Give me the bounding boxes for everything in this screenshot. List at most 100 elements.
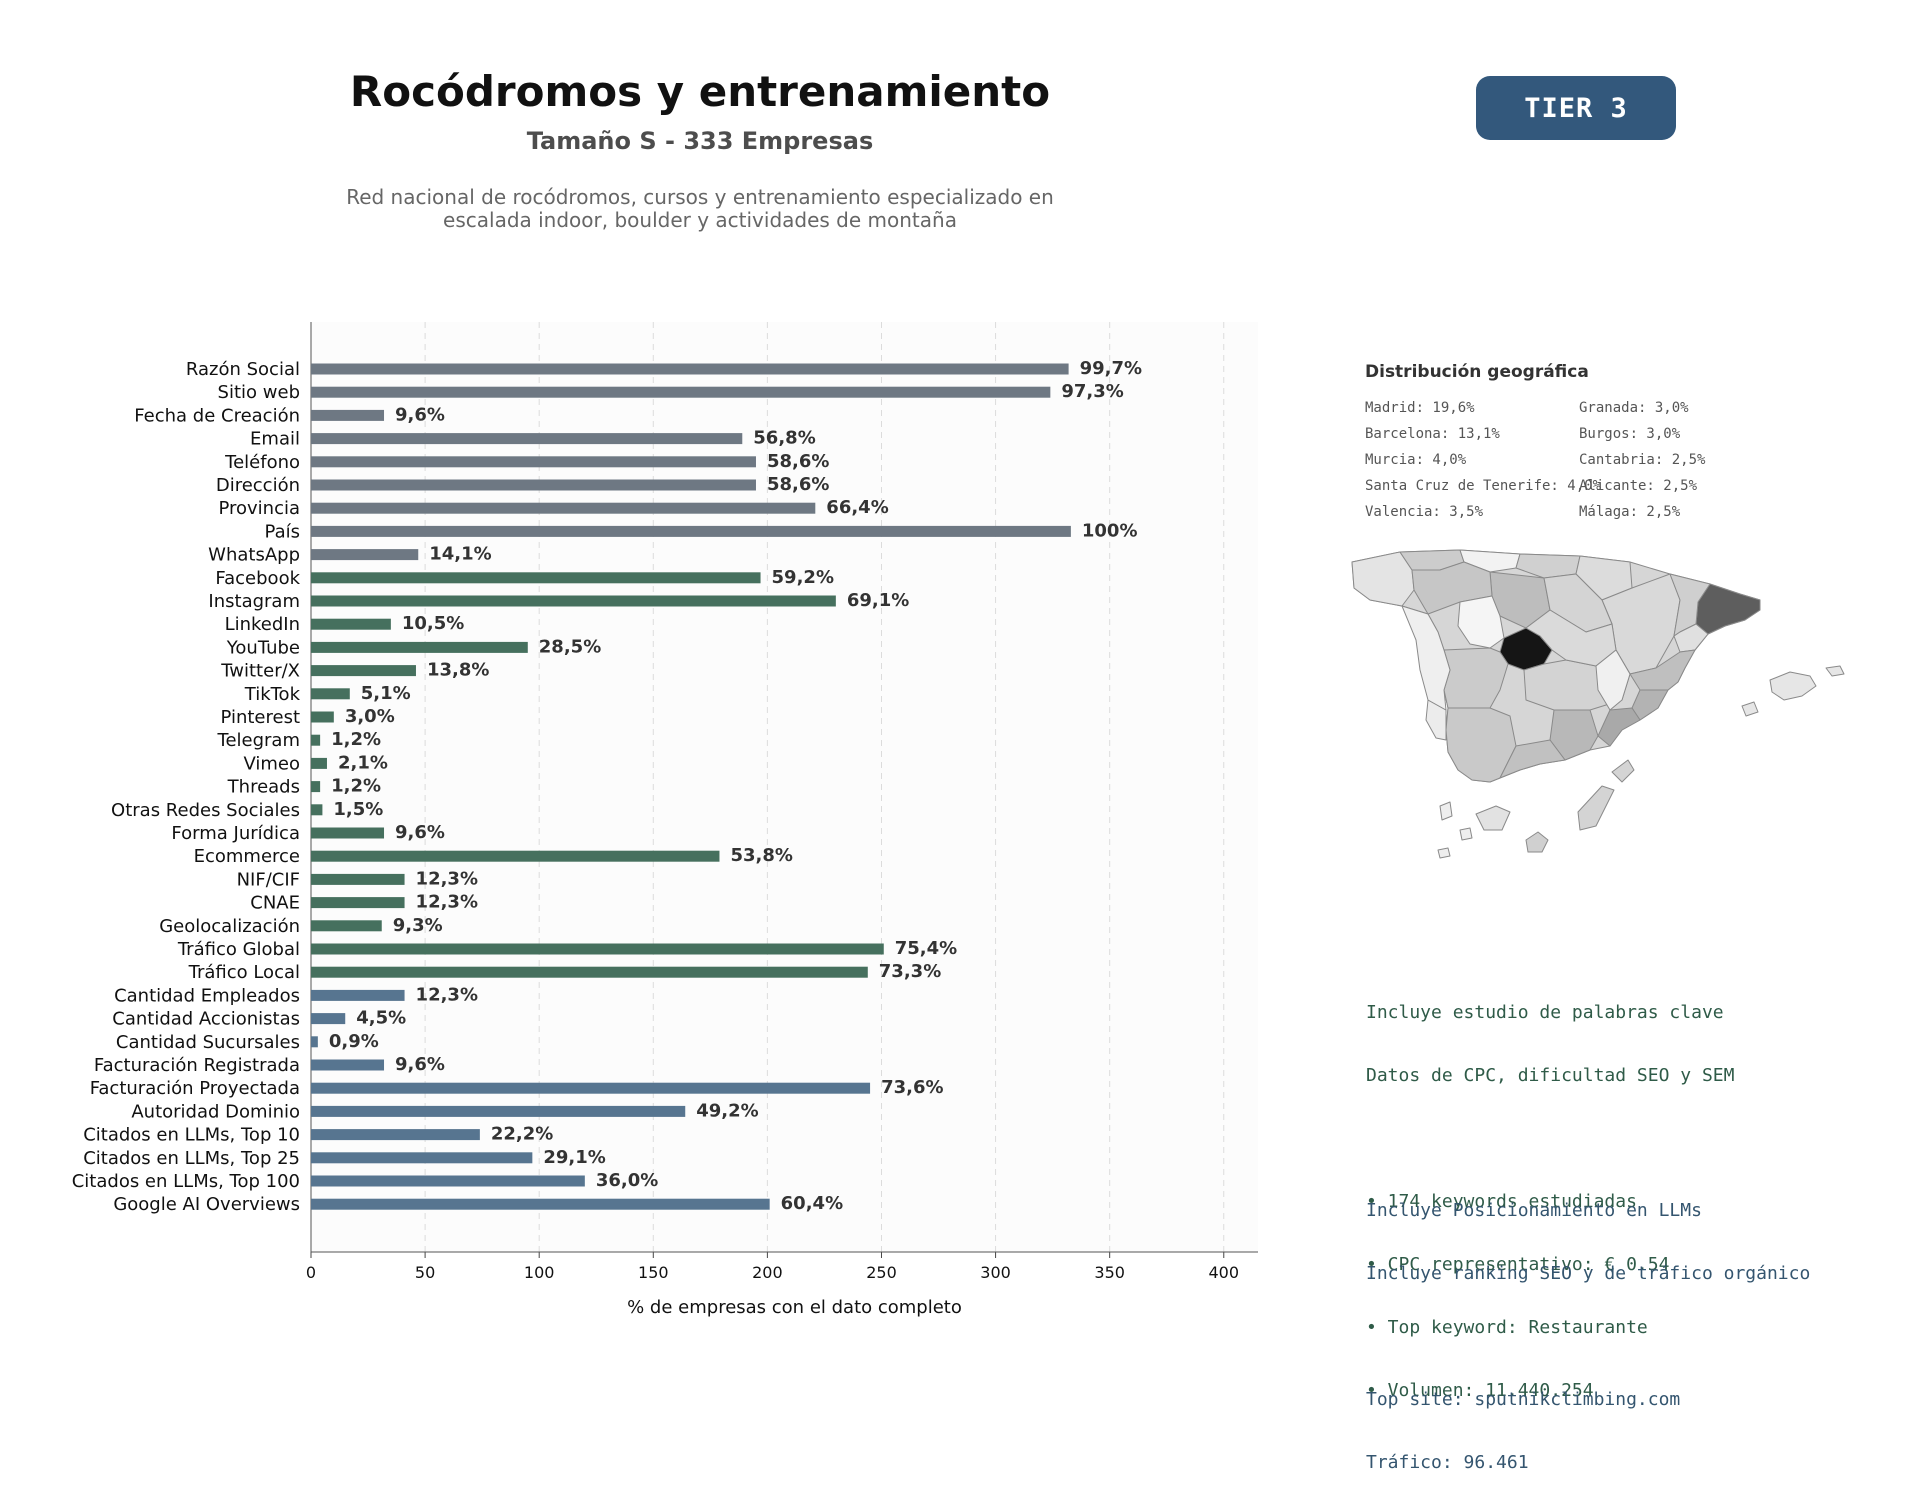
seo-bullet: • Volumen: 11.440.254	[1366, 1380, 1594, 1401]
spain-choropleth-map	[1351, 549, 1845, 859]
geo-item: Valencia: 3,5%	[1365, 504, 1484, 520]
data-label: 9,6%	[395, 822, 445, 843]
geo-item: Cantabria: 2,5%	[1579, 452, 1706, 468]
map-balearic-mallorca	[1769, 671, 1817, 701]
category-label: Citados en LLMs, Top 25	[83, 1148, 300, 1169]
category-label: Threads	[227, 777, 300, 798]
x-tick-label: 350	[1094, 1263, 1125, 1282]
geo-item: Burgos: 3,0%	[1579, 426, 1681, 442]
geo-item: Granada: 3,0%	[1579, 400, 1689, 416]
data-label: 2,1%	[338, 752, 388, 773]
seo-info-block: Incluye estudio de palabras clave Datos …	[1366, 960, 1734, 1422]
bar	[311, 966, 868, 978]
data-label: 59,2%	[772, 567, 834, 588]
seo-line: Incluye estudio de palabras clave	[1366, 1002, 1724, 1023]
data-label: 0,9%	[329, 1031, 379, 1052]
geo-item: Murcia: 4,0%	[1365, 452, 1467, 468]
map-region-cuenca	[1595, 649, 1631, 711]
data-label: 60,4%	[781, 1193, 843, 1214]
category-label: LinkedIn	[225, 614, 300, 635]
data-label: 53,8%	[730, 845, 792, 866]
map-region-cantabria	[1459, 549, 1521, 573]
data-label: 10,5%	[402, 613, 464, 634]
map-region-portugal-border	[1401, 605, 1451, 711]
data-label: 73,6%	[881, 1077, 943, 1098]
data-label: 28,5%	[539, 636, 601, 657]
description-line: Red nacional de rocódromos, cursos y ent…	[346, 185, 1054, 209]
bar	[311, 873, 405, 885]
bar	[311, 827, 385, 839]
data-label: 100%	[1082, 520, 1138, 541]
geo-item: Alicante: 2,5%	[1579, 478, 1698, 494]
category-label: Cantidad Sucursales	[116, 1032, 300, 1053]
map-region-guadalajara	[1525, 609, 1617, 667]
geo-distribution-title: Distribución geográfica	[1365, 362, 1589, 382]
data-label: 14,1%	[429, 544, 491, 565]
category-label: Ecommerce	[194, 846, 300, 867]
category-label: WhatsApp	[208, 545, 300, 566]
data-label: 69,1%	[847, 590, 909, 611]
category-label: Pinterest	[220, 707, 300, 728]
bar	[311, 456, 756, 468]
data-label: 1,5%	[333, 799, 383, 820]
category-label: Forma Jurídica	[171, 823, 300, 844]
page-subtitle: Tamaño S - 333 Empresas	[526, 127, 874, 155]
bar	[311, 386, 1051, 398]
data-label: 97,3%	[1061, 381, 1123, 402]
category-label: Facebook	[215, 568, 300, 589]
data-label: 1,2%	[331, 776, 381, 797]
seo-line: Datos de CPC, dificultad SEO y SEM	[1366, 1065, 1735, 1086]
bar	[311, 943, 884, 955]
map-balearic-ibiza	[1741, 701, 1759, 717]
top-site-traffic: Tráfico: 96.461	[1366, 1452, 1529, 1473]
bar	[311, 479, 756, 491]
map-balearic-menorca	[1825, 665, 1845, 677]
x-tick-label: 250	[866, 1263, 897, 1282]
data-label: 99,7%	[1080, 358, 1142, 379]
geo-item: Barcelona: 13,1%	[1365, 426, 1500, 442]
bar	[311, 897, 405, 909]
bar	[311, 665, 416, 677]
x-axis-title: % de empresas con el dato completo	[627, 1297, 962, 1318]
data-label: 9,3%	[393, 915, 443, 936]
category-label: Cantidad Empleados	[114, 985, 300, 1006]
data-label: 3,0%	[345, 706, 395, 727]
category-label: NIF/CIF	[237, 869, 300, 890]
bar	[311, 1152, 533, 1164]
data-label: 22,2%	[491, 1124, 553, 1145]
category-label: Facturación Proyectada	[90, 1078, 300, 1099]
category-label: Fecha de Creación	[134, 405, 300, 426]
data-label: 12,3%	[416, 984, 478, 1005]
map-canary-fuerteventura	[1577, 785, 1615, 831]
bar	[311, 1175, 585, 1187]
map-region-malaga	[1499, 739, 1566, 779]
bar	[311, 1013, 346, 1025]
completeness-bar-chart: 0 50 100 150 200 250 300 350 400 Razón Social 99,7…	[72, 322, 1258, 1318]
data-label: 56,8%	[753, 428, 815, 449]
bar	[311, 433, 743, 445]
data-label: 73,3%	[879, 961, 941, 982]
category-label: TikTok	[244, 684, 301, 705]
x-tick-label: 200	[752, 1263, 783, 1282]
map-canary-hierro	[1437, 847, 1451, 859]
x-tick-label: 150	[638, 1263, 669, 1282]
category-label: Sitio web	[218, 382, 300, 403]
category-label: Citados en LLMs, Top 100	[72, 1171, 300, 1192]
bar	[311, 757, 327, 769]
category-label: YouTube	[226, 637, 300, 658]
bar	[311, 1036, 318, 1048]
category-label: Otras Redes Sociales	[111, 800, 300, 821]
tier-badge: TIER 3	[1476, 76, 1676, 140]
x-tick-label: 50	[415, 1263, 435, 1282]
data-label: 1,2%	[331, 729, 381, 750]
description-line: escalada indoor, boulder y actividades d…	[443, 208, 957, 232]
geo-item: Madrid: 19,6%	[1365, 400, 1475, 416]
data-label: 9,6%	[395, 1054, 445, 1075]
category-label: Cantidad Accionistas	[112, 1009, 300, 1030]
map-region-valladolid	[1457, 595, 1505, 649]
bar	[311, 989, 405, 1001]
x-tick-label: 100	[524, 1263, 555, 1282]
data-label: 49,2%	[696, 1100, 758, 1121]
category-label: Teléfono	[224, 452, 300, 473]
llm-line: Incluye Posicionamiento en LLMs	[1366, 1200, 1702, 1221]
